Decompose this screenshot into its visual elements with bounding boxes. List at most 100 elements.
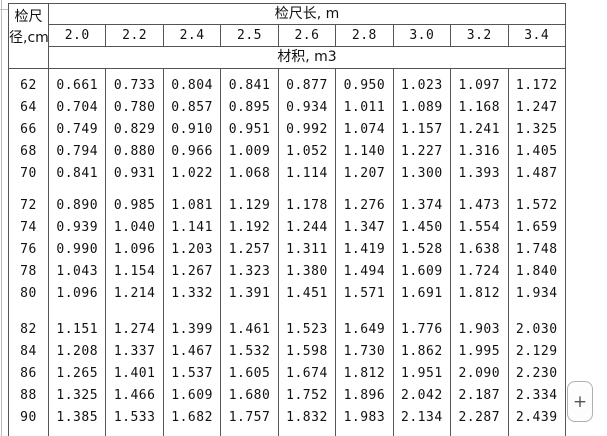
diameter-value: 84	[20, 344, 37, 359]
volume-column: 0.841 0.895 0.951 1.009 1.068 1.129 1.192 1.257…	[221, 69, 279, 436]
diameter-value: 80	[20, 286, 37, 301]
volume-value: 2.439	[515, 410, 558, 425]
volume-value: 1.265	[56, 366, 99, 381]
volume-value: 1.840	[515, 264, 558, 279]
volume-value: 1.724	[458, 264, 501, 279]
row-group: 1.523 1.598 1.674 1.752 1.832	[279, 319, 335, 429]
volume-value: 1.141	[171, 220, 213, 235]
volume-value: 1.951	[401, 366, 443, 381]
volume-value: 0.794	[56, 144, 99, 159]
volume-value: 1.896	[343, 388, 386, 403]
row-group: 0.890 0.939 0.990 1.043 1.096	[49, 195, 105, 305]
diameter-value: 72	[20, 198, 37, 213]
length-column-header: 2.4	[164, 25, 222, 46]
volume-column: 1.097 1.168 1.241 1.316 1.393 1.473 1.554 1.638…	[451, 69, 509, 436]
diameter-value: 82	[20, 322, 37, 337]
volume-value: 1.399	[171, 322, 213, 337]
row-group: 1.172 1.247 1.325 1.405 1.487	[509, 75, 565, 185]
volume-value: 1.674	[286, 366, 328, 381]
volume-value: 1.178	[286, 198, 328, 213]
row-group: 1.151 1.208 1.265 1.325 1.385	[49, 319, 105, 429]
volume-value: 0.990	[56, 242, 99, 257]
volume-value: 1.332	[171, 286, 213, 301]
volume-value: 1.140	[343, 144, 386, 159]
volume-value: 1.022	[171, 166, 213, 181]
length-columns-row: 2.0 2.2 2.4 2.5 2.6 2.8 3.0 3.2 3.4	[49, 25, 565, 47]
volume-value: 1.040	[113, 220, 156, 235]
volume-value: 1.068	[228, 166, 271, 181]
row-group: 1.399 1.467 1.537 1.609 1.682	[164, 319, 220, 429]
volume-value: 1.533	[113, 410, 156, 425]
diameter-value: 68	[20, 144, 37, 159]
row-group: 0.661 0.704 0.749 0.794 0.841	[49, 75, 105, 185]
volume-value: 1.649	[343, 322, 386, 337]
volume-value: 1.748	[515, 242, 558, 257]
volume-value: 0.992	[286, 122, 328, 137]
volume-value: 1.168	[458, 100, 501, 115]
volume-value: 1.011	[343, 100, 386, 115]
volume-value: 1.172	[515, 78, 558, 93]
row-group: 0.841 0.895 0.951 1.009 1.068	[221, 75, 277, 185]
volume-value: 1.241	[458, 122, 501, 137]
volume-value: 0.966	[171, 144, 213, 159]
volume-value: 1.300	[401, 166, 443, 181]
volume-value: 0.877	[286, 78, 328, 93]
volume-column: 0.733 0.780 0.829 0.880 0.931 0.985 1.040 1.096…	[106, 69, 164, 436]
volume-value: 0.934	[286, 100, 328, 115]
volume-column: 0.804 0.857 0.910 0.966 1.022 1.081 1.141 1.203…	[164, 69, 222, 436]
volume-value: 1.227	[401, 144, 443, 159]
volume-value: 1.528	[401, 242, 443, 257]
row-group: 1.274 1.337 1.401 1.466 1.533	[106, 319, 162, 429]
row-group: 1.276 1.347 1.419 1.494 1.571	[336, 195, 392, 305]
volume-value: 1.494	[343, 264, 386, 279]
volume-value: 1.571	[343, 286, 386, 301]
volume-value: 1.680	[228, 388, 271, 403]
data-area: 62 64 66 68 70 72 74 76 78 80 82 84 86 88 90 0.661 0.704…	[9, 69, 565, 436]
volume-value: 1.609	[171, 388, 213, 403]
volume-value: 1.096	[56, 286, 99, 301]
volume-value: 1.995	[458, 344, 501, 359]
row-group: 0.985 1.040 1.096 1.154 1.214	[106, 195, 162, 305]
volume-value: 1.208	[56, 344, 99, 359]
volume-value: 1.097	[458, 78, 501, 93]
volume-value: 1.812	[343, 366, 386, 381]
diameter-value: 74	[20, 220, 37, 235]
row-group: 1.097 1.168 1.241 1.316 1.393	[451, 75, 507, 185]
volume-value: 1.537	[171, 366, 213, 381]
row-group: 1.129 1.192 1.257 1.323 1.391	[221, 195, 277, 305]
length-column-header: 3.2	[451, 25, 509, 46]
volume-value: 1.598	[286, 344, 328, 359]
volume-value: 1.157	[401, 122, 443, 137]
volume-value: 1.074	[343, 122, 386, 137]
volume-value: 1.862	[401, 344, 443, 359]
volume-value: 1.401	[113, 366, 156, 381]
length-column-header: 2.6	[279, 25, 337, 46]
volume-value: 2.287	[458, 410, 501, 425]
volume-value: 1.983	[343, 410, 386, 425]
volume-value: 1.257	[228, 242, 271, 257]
volume-value: 0.910	[171, 122, 213, 137]
page-edge-line	[1, 0, 2, 436]
volume-value: 1.605	[228, 366, 271, 381]
row-group: 0.950 1.011 1.074 1.140 1.207	[336, 75, 392, 185]
row-group: 1.023 1.089 1.157 1.227 1.300	[394, 75, 450, 185]
volume-value: 1.609	[401, 264, 443, 279]
volume-value: 1.325	[56, 388, 99, 403]
volume-value: 1.532	[228, 344, 271, 359]
volume-value: 1.380	[286, 264, 328, 279]
volume-value: 1.274	[113, 322, 156, 337]
volume-value: 1.393	[458, 166, 501, 181]
expand-button[interactable]: +	[567, 381, 593, 422]
volume-value: 1.267	[171, 264, 213, 279]
diameter-value: 64	[20, 100, 37, 115]
diameter-value: 88	[20, 388, 37, 403]
volume-value: 1.129	[228, 198, 271, 213]
row-group: 1.374 1.450 1.528 1.609 1.691	[394, 195, 450, 305]
length-column-header: 2.2	[106, 25, 164, 46]
volume-value: 1.572	[515, 198, 558, 213]
volume-value: 0.931	[113, 166, 156, 181]
volume-value: 1.114	[286, 166, 328, 181]
volume-value: 1.776	[401, 322, 443, 337]
volume-value: 0.661	[56, 78, 99, 93]
volume-value: 0.704	[56, 100, 99, 115]
